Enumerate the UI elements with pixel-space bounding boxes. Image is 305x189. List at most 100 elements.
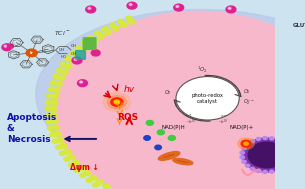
Text: OH: OH [70, 44, 76, 49]
Circle shape [250, 167, 255, 170]
Circle shape [286, 162, 290, 165]
Circle shape [126, 16, 132, 20]
Circle shape [55, 81, 62, 86]
FancyBboxPatch shape [83, 38, 96, 49]
Circle shape [83, 170, 91, 175]
Text: $e^-$: $e^-$ [220, 113, 228, 120]
Circle shape [74, 58, 77, 60]
Text: $^-$: $^-$ [14, 44, 20, 49]
Text: ROS: ROS [117, 113, 138, 122]
Circle shape [111, 98, 123, 106]
Circle shape [93, 183, 99, 187]
Circle shape [52, 139, 58, 143]
Circle shape [103, 93, 131, 112]
Circle shape [7, 44, 13, 48]
Circle shape [72, 57, 82, 64]
FancyBboxPatch shape [75, 51, 85, 59]
Circle shape [88, 36, 94, 40]
Ellipse shape [173, 158, 193, 165]
Text: Ir: Ir [30, 51, 34, 55]
Circle shape [242, 147, 246, 150]
Circle shape [50, 81, 56, 85]
Circle shape [241, 140, 251, 147]
Text: $TCl^-$: $TCl^-$ [54, 29, 70, 37]
Circle shape [58, 75, 65, 80]
Circle shape [263, 136, 267, 139]
Circle shape [51, 119, 58, 124]
Ellipse shape [36, 9, 305, 180]
Circle shape [112, 26, 119, 31]
Circle shape [144, 136, 150, 140]
Circle shape [56, 145, 62, 149]
Circle shape [68, 155, 75, 160]
Circle shape [117, 19, 124, 23]
Circle shape [250, 139, 255, 143]
Text: photo-redox
catalyst: photo-redox catalyst [192, 93, 224, 104]
Circle shape [263, 170, 267, 174]
Circle shape [75, 46, 81, 50]
Circle shape [157, 130, 164, 135]
Circle shape [102, 27, 108, 31]
Circle shape [146, 120, 153, 125]
Circle shape [127, 2, 137, 9]
Text: OH: OH [70, 52, 76, 56]
Circle shape [276, 169, 280, 172]
Circle shape [54, 131, 62, 136]
Circle shape [70, 51, 76, 55]
Circle shape [95, 31, 101, 35]
Circle shape [4, 45, 7, 47]
FancyBboxPatch shape [292, 32, 305, 45]
Circle shape [59, 151, 65, 155]
Circle shape [26, 49, 37, 57]
Circle shape [85, 43, 92, 47]
Circle shape [168, 136, 175, 140]
Circle shape [60, 143, 67, 148]
Circle shape [61, 69, 68, 74]
Circle shape [46, 120, 52, 124]
Circle shape [48, 87, 54, 91]
Circle shape [174, 4, 184, 11]
Circle shape [256, 137, 261, 140]
Circle shape [53, 88, 60, 92]
Circle shape [288, 158, 293, 161]
Circle shape [91, 50, 100, 56]
Circle shape [63, 157, 70, 161]
Circle shape [114, 100, 120, 104]
Circle shape [242, 138, 292, 172]
Circle shape [242, 160, 246, 163]
Circle shape [270, 137, 274, 140]
Circle shape [65, 57, 71, 61]
Circle shape [50, 106, 57, 111]
Circle shape [107, 95, 127, 109]
Circle shape [128, 19, 135, 24]
Circle shape [45, 107, 51, 111]
Text: GLUT: GLUT [292, 22, 305, 28]
Circle shape [289, 153, 294, 156]
Circle shape [245, 143, 250, 146]
Circle shape [46, 94, 52, 98]
Circle shape [45, 113, 51, 117]
Circle shape [2, 44, 12, 51]
Circle shape [86, 6, 96, 13]
Circle shape [74, 168, 80, 172]
Circle shape [73, 160, 80, 165]
Circle shape [80, 173, 86, 177]
Circle shape [81, 40, 87, 45]
Circle shape [270, 170, 274, 173]
Circle shape [120, 22, 127, 27]
Text: $O_2$: $O_2$ [243, 88, 251, 96]
Circle shape [226, 6, 236, 13]
Circle shape [52, 125, 59, 130]
Circle shape [176, 5, 179, 7]
Circle shape [77, 80, 88, 87]
Circle shape [48, 126, 54, 130]
Circle shape [74, 53, 81, 58]
Circle shape [65, 64, 72, 69]
Circle shape [96, 180, 103, 185]
Circle shape [256, 170, 261, 173]
Circle shape [60, 62, 66, 67]
Text: $^{\bullet}Ir^{IV}$: $^{\bullet}Ir^{IV}$ [186, 117, 197, 127]
Circle shape [276, 138, 280, 141]
Circle shape [288, 149, 293, 152]
Circle shape [57, 137, 64, 142]
